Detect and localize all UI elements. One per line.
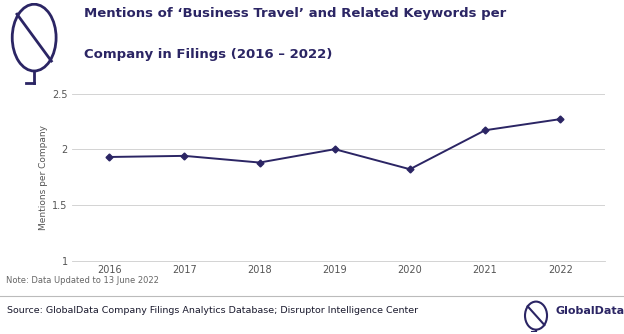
Text: Note: Data Updated to 13 June 2022: Note: Data Updated to 13 June 2022 xyxy=(6,276,159,285)
Text: Company in Filings (2016 – 2022): Company in Filings (2016 – 2022) xyxy=(84,48,333,61)
Text: Source: GlobalData Company Filings Analytics Database; Disruptor Intelligence Ce: Source: GlobalData Company Filings Analy… xyxy=(7,306,419,315)
Text: Mentions of ‘Business Travel’ and Related Keywords per: Mentions of ‘Business Travel’ and Relate… xyxy=(84,7,507,20)
Y-axis label: Mentions per Company: Mentions per Company xyxy=(39,125,48,229)
Text: GlobalData.: GlobalData. xyxy=(555,306,624,316)
